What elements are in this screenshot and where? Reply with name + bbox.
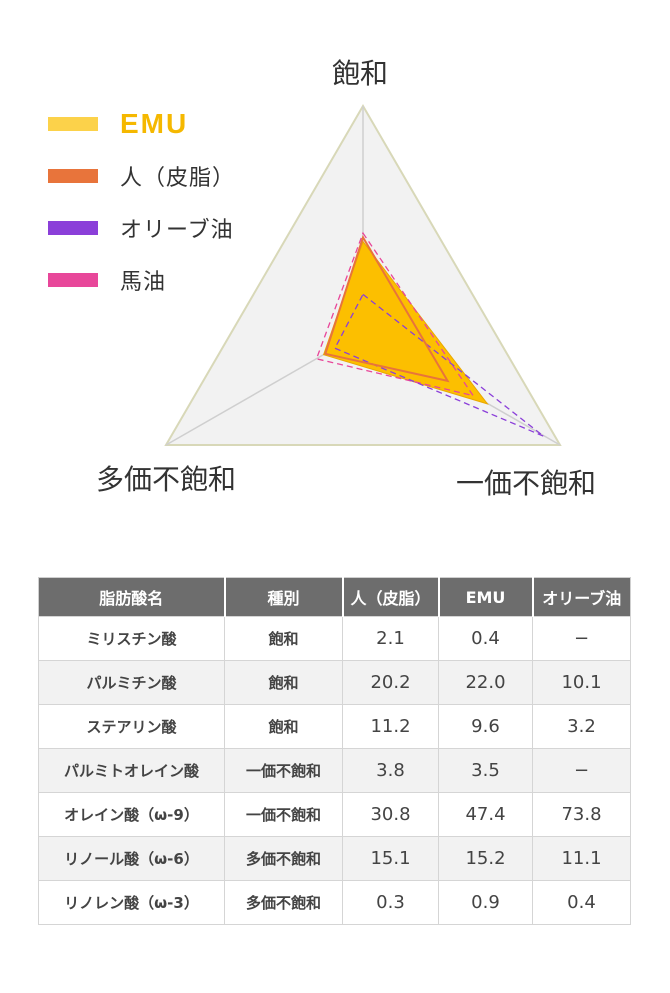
legend-label-emu: EMU bbox=[120, 108, 189, 139]
value-emu: 0.9 bbox=[438, 880, 533, 925]
legend-swatch-emu bbox=[48, 117, 98, 131]
value-sebum: 30.8 bbox=[342, 792, 439, 837]
value-emu: 47.4 bbox=[438, 792, 533, 837]
value-sebum: 3.8 bbox=[342, 748, 439, 793]
value-olive: 3.2 bbox=[532, 704, 631, 749]
table-header-cell: EMU bbox=[438, 577, 534, 617]
legend-label-horse: 馬油 bbox=[120, 270, 167, 295]
legend-swatch-sebum bbox=[48, 169, 98, 183]
value-sebum: 15.1 bbox=[342, 836, 439, 881]
legend-swatch-olive bbox=[48, 221, 98, 235]
value-olive: 73.8 bbox=[532, 792, 631, 837]
legend-label-sebum: 人（皮脂） bbox=[120, 166, 236, 191]
value-emu: 15.2 bbox=[438, 836, 533, 881]
table-row: リノール酸（ω-6） 多価不飽和 15.1 15.2 11.1 bbox=[38, 836, 631, 881]
fatty-acid-name: リノール酸（ω-6） bbox=[38, 836, 225, 881]
axis-label-polyunsaturated: 多価不飽和 bbox=[96, 463, 237, 496]
legend-item-emu: EMU bbox=[48, 98, 235, 150]
value-emu: 3.5 bbox=[438, 748, 533, 793]
fatty-acid-type: 飽和 bbox=[224, 660, 343, 705]
fatty-acid-type: 一価不飽和 bbox=[224, 792, 343, 837]
fatty-acid-name: パルミトオレイン酸 bbox=[38, 748, 225, 793]
table-header-cell: 脂肪酸名 bbox=[38, 577, 226, 617]
value-emu: 0.4 bbox=[438, 616, 533, 661]
table-row: パルミチン酸 飽和 20.2 22.0 10.1 bbox=[38, 660, 631, 705]
value-olive: 11.1 bbox=[532, 836, 631, 881]
value-emu: 9.6 bbox=[438, 704, 533, 749]
fatty-acid-table-container: 脂肪酸名 種別 人（皮脂） EMU オリーブ油 ミリスチン酸 飽和 2.1 0.… bbox=[38, 577, 631, 925]
value-emu: 22.0 bbox=[438, 660, 533, 705]
fatty-acid-table: 脂肪酸名 種別 人（皮脂） EMU オリーブ油 ミリスチン酸 飽和 2.1 0.… bbox=[38, 577, 631, 925]
legend-item-horse: 馬油 bbox=[48, 254, 235, 306]
table-row: リノレン酸（ω-3） 多価不飽和 0.3 0.9 0.4 bbox=[38, 880, 631, 925]
value-olive: − bbox=[532, 616, 631, 661]
fatty-acid-type: 多価不飽和 bbox=[224, 880, 343, 925]
value-olive: 0.4 bbox=[532, 880, 631, 925]
radar-series-olive bbox=[333, 293, 545, 437]
fatty-acid-name: リノレン酸（ω-3） bbox=[38, 880, 225, 925]
radar-series-sebum bbox=[324, 234, 450, 383]
axis-label-saturated: 飽和 bbox=[332, 57, 389, 90]
table-header-cell: オリーブ油 bbox=[532, 577, 631, 617]
value-sebum: 2.1 bbox=[342, 616, 439, 661]
value-sebum: 11.2 bbox=[342, 704, 439, 749]
table-header-cell: 人（皮脂） bbox=[342, 577, 440, 617]
fatty-acid-type: 多価不飽和 bbox=[224, 836, 343, 881]
table-header-row: 脂肪酸名 種別 人（皮脂） EMU オリーブ油 bbox=[38, 577, 631, 617]
radar-series-layer bbox=[315, 231, 545, 437]
table-row: ミリスチン酸 飽和 2.1 0.4 − bbox=[38, 616, 631, 661]
value-olive: − bbox=[532, 748, 631, 793]
legend-label-olive: オリーブ油 bbox=[120, 218, 234, 243]
chart-legend: EMU 人（皮脂） オリーブ油 馬油 bbox=[48, 98, 235, 306]
axis-label-monounsaturated: 一価不飽和 bbox=[456, 467, 597, 500]
value-sebum: 0.3 bbox=[342, 880, 439, 925]
table-row: ステアリン酸 飽和 11.2 9.6 3.2 bbox=[38, 704, 631, 749]
value-olive: 10.1 bbox=[532, 660, 631, 705]
fatty-acid-name: ミリスチン酸 bbox=[38, 616, 225, 661]
table-header-cell: 種別 bbox=[224, 577, 344, 617]
table-row: オレイン酸（ω-9） 一価不飽和 30.8 47.4 73.8 bbox=[38, 792, 631, 837]
radar-series-horse bbox=[315, 231, 475, 397]
fatty-acid-type: 飽和 bbox=[224, 704, 343, 749]
fatty-acid-name: ステアリン酸 bbox=[38, 704, 225, 749]
fatty-acid-type: 飽和 bbox=[224, 616, 343, 661]
fatty-acid-name: オレイン酸（ω-9） bbox=[38, 792, 225, 837]
fatty-acid-type: 一価不飽和 bbox=[224, 748, 343, 793]
radar-chart bbox=[164, 104, 562, 446]
legend-swatch-horse bbox=[48, 273, 98, 287]
table-row: パルミトオレイン酸 一価不飽和 3.8 3.5 − bbox=[38, 748, 631, 793]
fatty-acid-name: パルミチン酸 bbox=[38, 660, 225, 705]
legend-item-sebum: 人（皮脂） bbox=[48, 150, 235, 202]
legend-item-olive: オリーブ油 bbox=[48, 202, 235, 254]
value-sebum: 20.2 bbox=[342, 660, 439, 705]
